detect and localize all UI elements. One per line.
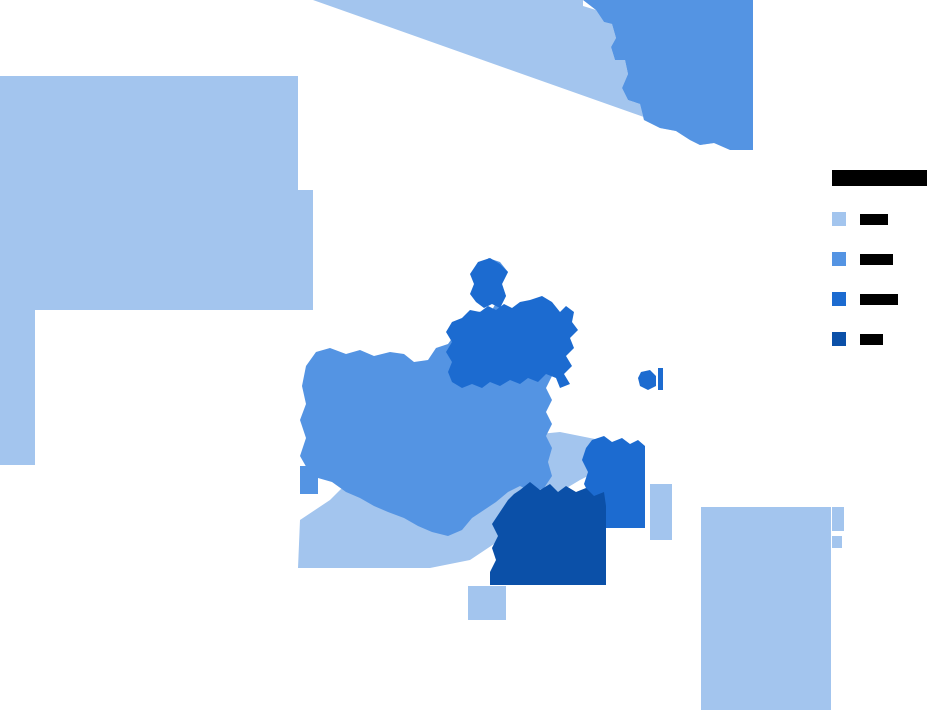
legend-swatch-level-1 xyxy=(832,212,846,226)
legend-title xyxy=(832,170,927,186)
region-east-sliver[interactable] xyxy=(650,484,672,540)
region-group-level-4[interactable] xyxy=(490,482,606,585)
legend-item-level-3[interactable] xyxy=(832,292,927,306)
region-southeast-inset-dot[interactable] xyxy=(832,536,842,548)
legend-swatch-level-4 xyxy=(832,332,846,346)
region-southeast-inset-block[interactable] xyxy=(701,507,831,710)
region-central-core-notch[interactable] xyxy=(470,258,508,308)
legend-label-level-3 xyxy=(860,293,898,305)
region-central-core-district[interactable] xyxy=(446,296,578,388)
legend-item-level-4[interactable] xyxy=(832,332,927,346)
legend-label-level-2 xyxy=(860,253,893,265)
legend-swatch-level-2 xyxy=(832,252,846,266)
region-west-island[interactable] xyxy=(300,466,318,494)
region-south-island[interactable] xyxy=(468,586,506,620)
region-central-east-enclave[interactable] xyxy=(638,368,663,390)
legend-label-level-1 xyxy=(860,213,888,225)
region-northwest-block[interactable] xyxy=(0,76,313,465)
legend-swatch-level-3 xyxy=(832,292,846,306)
region-northeast-district[interactable] xyxy=(583,0,753,150)
legend-item-level-1[interactable] xyxy=(832,212,927,226)
legend-item-level-2[interactable] xyxy=(832,252,927,266)
legend-label-level-4 xyxy=(860,333,883,345)
region-southeast-inset-sliver[interactable] xyxy=(832,507,844,531)
map-legend xyxy=(832,170,927,346)
region-south-central-district[interactable] xyxy=(490,482,606,585)
